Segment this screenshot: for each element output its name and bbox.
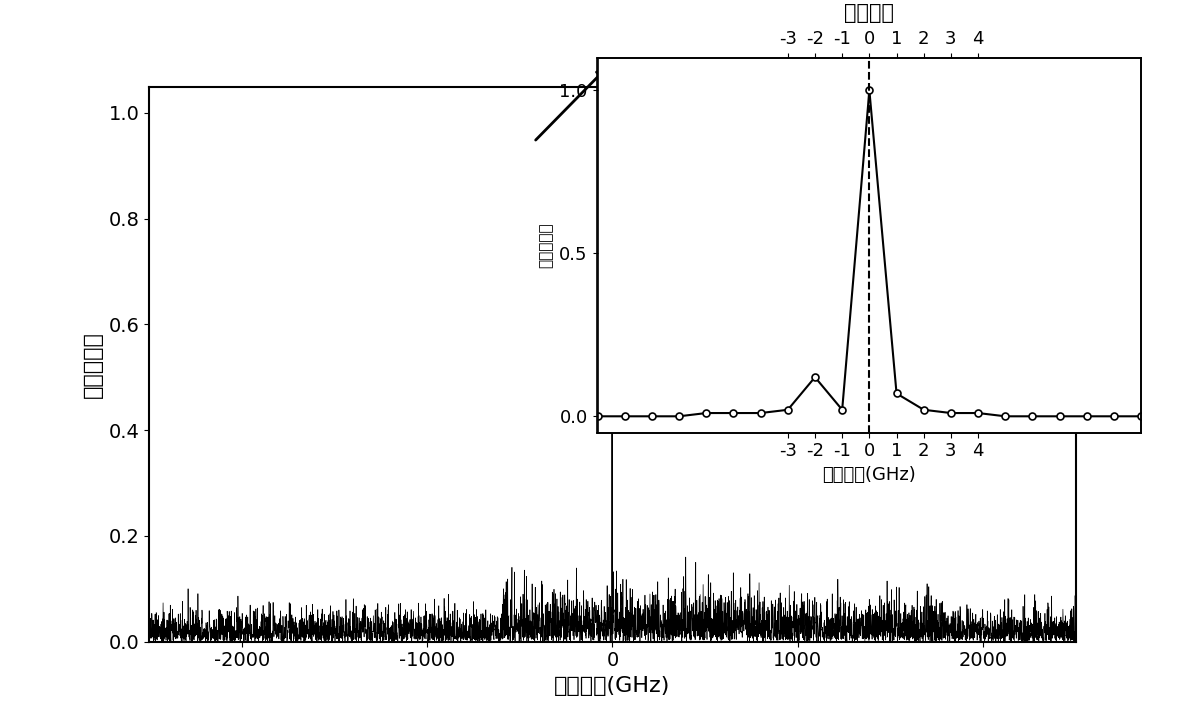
Y-axis label: 归一化幅值: 归一化幅值 <box>84 331 103 397</box>
X-axis label: 波长漂移(GHz): 波长漂移(GHz) <box>822 466 917 484</box>
Title: 互相关点: 互相关点 <box>845 3 894 23</box>
Y-axis label: 归一化幅值: 归一化幅值 <box>539 222 553 268</box>
X-axis label: 波长漂移(GHz): 波长漂移(GHz) <box>554 676 670 696</box>
